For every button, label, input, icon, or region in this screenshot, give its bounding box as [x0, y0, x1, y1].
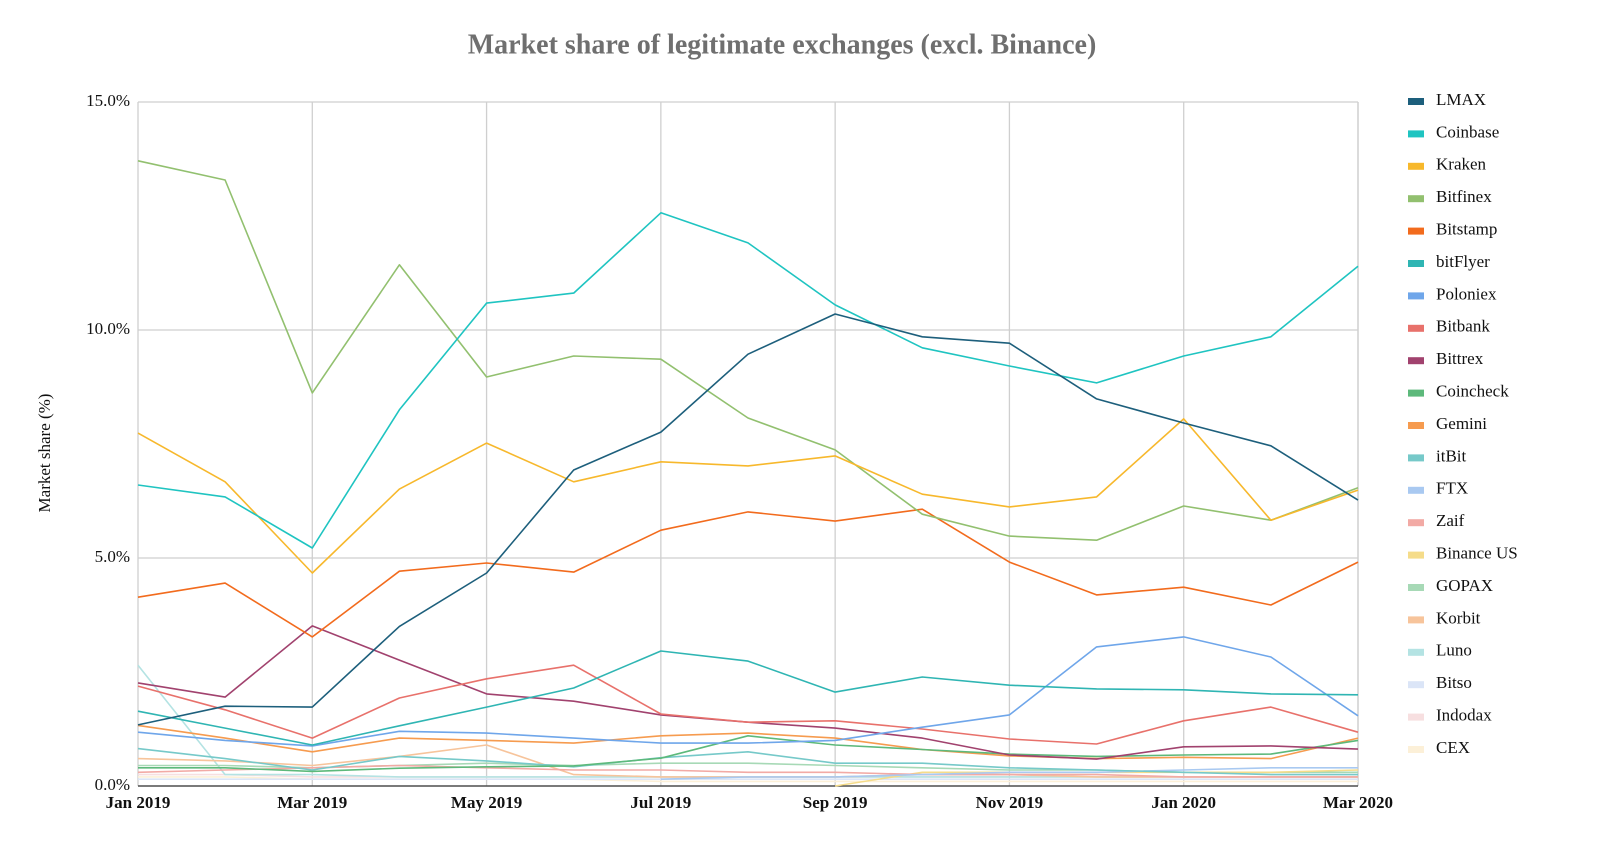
series-line	[138, 735, 1359, 773]
x-tick-label: Nov 2019	[976, 793, 1044, 812]
legend-swatch	[1408, 324, 1424, 332]
series-line	[137, 650, 1359, 746]
series-line	[137, 160, 1359, 541]
x-tick-label: Jan 2019	[106, 793, 171, 812]
legend-label: Bitfinex	[1436, 187, 1492, 206]
y-tick-label: 5.0%	[95, 547, 130, 566]
y-tick-label: 15.0%	[86, 91, 130, 110]
legend-swatch	[1408, 162, 1424, 170]
y-axis-label: Market share (%)	[35, 394, 54, 513]
legend-swatch	[1408, 260, 1424, 267]
legend-label: Poloniex	[1436, 284, 1497, 303]
series-line	[137, 664, 1359, 745]
legend-swatch	[1408, 584, 1424, 591]
y-tick-label: 0.0%	[95, 775, 130, 794]
legend-swatch	[1408, 389, 1424, 397]
legend-label: Binance US	[1436, 544, 1518, 563]
legend-swatch	[1408, 454, 1424, 462]
legend-label: Korbit	[1436, 608, 1481, 627]
legend-label: GOPAX	[1436, 576, 1493, 595]
y-tick-label: 10.0%	[86, 319, 130, 338]
series-line	[660, 767, 1358, 780]
legend-swatch	[1408, 681, 1424, 689]
series-line	[137, 764, 1358, 778]
x-tick-label: Mar 2020	[1323, 793, 1393, 812]
chart-title: Market share of legitimate exchanges (ex…	[468, 29, 1097, 60]
legend-swatch	[1408, 98, 1424, 105]
legend-label: FTX	[1436, 479, 1468, 498]
series-line	[137, 625, 1359, 760]
legend-label: Indodax	[1436, 706, 1492, 725]
legend-label: itBit	[1436, 446, 1467, 465]
legend-label: Bittrex	[1436, 349, 1484, 368]
legend-swatch	[1408, 130, 1424, 138]
series-line	[137, 508, 1359, 638]
legend-label: Kraken	[1436, 155, 1487, 174]
series-line	[137, 418, 1359, 574]
legend-swatch	[1408, 746, 1424, 753]
legend-label: CEX	[1436, 738, 1470, 757]
x-tick-label: Jan 2020	[1151, 793, 1216, 812]
legend-swatch	[1408, 422, 1424, 429]
legend-label: Bitbank	[1436, 317, 1490, 336]
legend-label: Zaif	[1436, 511, 1465, 530]
legend-swatch	[1408, 357, 1424, 365]
legend-swatch	[1408, 616, 1424, 624]
series-line	[137, 724, 1359, 760]
series-line	[137, 212, 1359, 549]
series-line	[137, 747, 1358, 776]
legend-label: Coincheck	[1436, 382, 1509, 401]
x-tick-label: Jul 2019	[630, 793, 691, 812]
legend-label: Gemini	[1436, 414, 1487, 433]
series-line	[137, 313, 1359, 726]
legend-label: Bitstamp	[1436, 220, 1497, 239]
series-line	[137, 636, 1359, 747]
legend-swatch	[1408, 713, 1424, 721]
legend-swatch	[1408, 195, 1424, 203]
legend-label: Luno	[1436, 641, 1472, 660]
legend-swatch	[1408, 648, 1424, 656]
legend-label: Coinbase	[1436, 122, 1499, 141]
legend-swatch	[1408, 486, 1424, 494]
legend-label: Bitso	[1436, 673, 1472, 692]
x-tick-label: Sep 2019	[803, 793, 868, 812]
legend-label: LMAX	[1436, 90, 1486, 109]
legend-swatch	[1408, 227, 1424, 235]
legend-swatch	[1408, 519, 1424, 527]
x-tick-label: Mar 2019	[277, 793, 347, 812]
legend-label: bitFlyer	[1436, 252, 1490, 271]
legend-swatch	[1408, 551, 1424, 559]
x-tick-label: May 2019	[451, 793, 522, 812]
series-line	[137, 664, 1358, 778]
legend-swatch	[1408, 292, 1424, 300]
